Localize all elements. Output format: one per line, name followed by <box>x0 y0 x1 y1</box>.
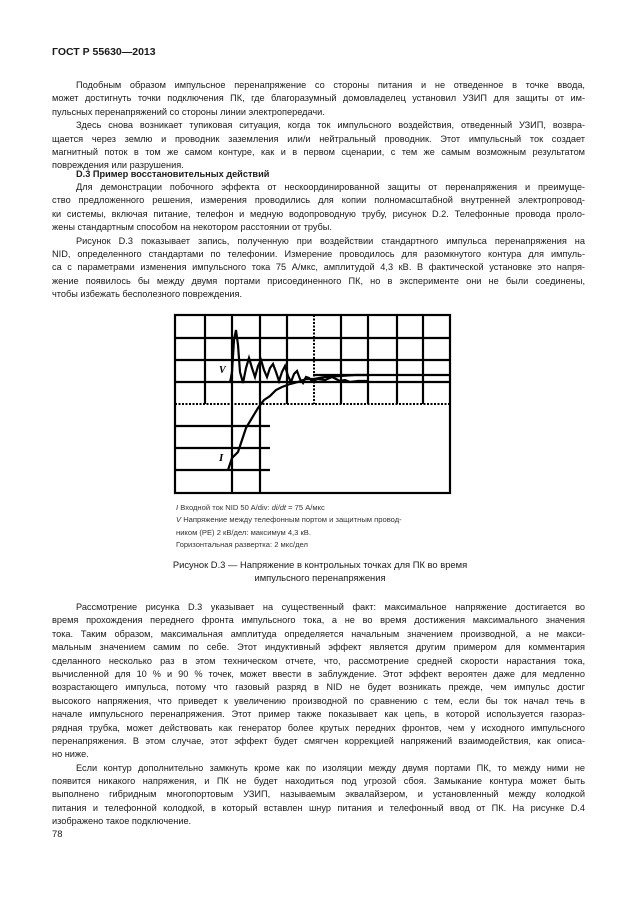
text-line: может достигнуть точки подключения ПК, г… <box>52 93 585 104</box>
text-line: са с параметрами изменения импульсного т… <box>52 262 585 273</box>
legend-line1-rest: = 75 А/мкс <box>286 503 325 512</box>
paragraph: Рассмотрение рисунка D.3 указывает на су… <box>52 601 585 762</box>
legend-didt: di/dt <box>271 503 287 512</box>
text-line: ки системы, включая питание, телефон и м… <box>52 208 585 219</box>
page-number: 78 <box>52 829 63 840</box>
text-line: чтобы избежать бесполезного повреждения. <box>52 289 243 300</box>
text-line: повреждения или разрушения. <box>52 160 184 171</box>
current-trace-label: I <box>218 452 224 464</box>
text-line: перенапряжения. В этом случае, этот эффе… <box>52 735 585 746</box>
caption-line2: импульсного перенапряжения <box>254 572 386 583</box>
text-line: Для демонстрации побочного эффекта от не… <box>76 182 585 192</box>
text-line: изображено такое подключение. <box>52 816 192 827</box>
text-line: щается через землю и проводник заземлени… <box>52 133 585 144</box>
caption-line1: Рисунок D.3 — Напряжение в контрольных т… <box>172 559 468 570</box>
text-line: высокого напряжения, что приведет к увел… <box>52 695 585 706</box>
text-line: рядная трубка, может действовать как ген… <box>52 722 585 733</box>
text-line: мальным значением самим по себе. Этот ин… <box>52 642 585 653</box>
paragraph: Для демонстрации побочного эффекта от не… <box>52 181 585 235</box>
legend-line1: Входной ток NID 50 A/div: <box>180 503 272 512</box>
paragraph: Подобным образом импульсное перенапряжен… <box>52 79 585 119</box>
text-line: но ниже. <box>52 749 89 760</box>
text-line: Подобным образом импульсное перенапряжен… <box>76 80 585 90</box>
paragraphs-bottom: Рассмотрение рисунка D.3 указывает на су… <box>52 601 585 829</box>
text-line: появится никакого напряжения, и ПК не бу… <box>52 776 585 787</box>
text-line: ство предложенного решения, измерения пр… <box>52 195 585 206</box>
figure-legend: I Входной ток NID 50 A/div: di/dt = 75 А… <box>176 502 402 552</box>
section-heading: D.3 Пример восстановительных действий <box>76 169 270 179</box>
text-line: сделанного несколько раз в этом техничес… <box>52 655 585 666</box>
text-line: Рассмотрение рисунка D.3 указывает на су… <box>76 602 585 612</box>
text-line: магнитный поток в том же самом контуре, … <box>52 146 585 157</box>
document-header: ГОСТ Р 55630—2013 <box>52 46 156 58</box>
figure-caption: Рисунок D.3 — Напряжение в контрольных т… <box>140 558 500 584</box>
legend-line2: Напряжение между телефонным портом и защ… <box>183 515 402 525</box>
legend-symbol-v: V <box>176 515 182 525</box>
paragraph: Рисунок D.3 показывает запись, полученну… <box>52 235 585 302</box>
paragraphs-mid: Для демонстрации побочного эффекта от не… <box>52 181 585 302</box>
legend-symbol-i: I <box>176 503 179 512</box>
text-line: жение появилось бы между двумя портами п… <box>52 275 585 286</box>
text-line: время прохождения переднего фронта импул… <box>52 615 585 626</box>
legend-line4: Горизонтальная развертка: 2 мкс/дел <box>176 540 308 550</box>
text-line: NID, определенного стандартами по телефо… <box>52 248 585 259</box>
oscilloscope-grid <box>173 313 452 495</box>
text-line: пульсных перенапряжений со стороны линии… <box>52 106 325 117</box>
text-line: начале импульсного перенапряжения. Этот … <box>52 709 585 720</box>
text-line: питания и телефонной колодкой, в который… <box>52 802 585 813</box>
text-line: выполнено гибридным многопортовым УЗИП, … <box>52 789 585 800</box>
center-axes <box>175 315 450 405</box>
paragraph: Если контур дополнительно замкнуть кроме… <box>52 762 585 829</box>
text-line: тока. Таким образом, максимальная амплит… <box>52 628 585 639</box>
current-trace <box>226 373 368 471</box>
legend-line3: ником (PE) 2 кВ/дел: максимум 4,3 кВ. <box>176 527 311 537</box>
voltage-trace-label: V <box>219 365 227 376</box>
text-line: жены стандартным способом на некотором р… <box>52 222 332 233</box>
text-line: Если контур дополнительно замкнуть кроме… <box>76 762 585 773</box>
paragraphs-top: Подобным образом импульсное перенапряжен… <box>52 79 585 173</box>
paragraph: Здесь снова возникает тупиковая ситуация… <box>52 119 585 173</box>
text-line: Здесь снова возникает тупиковая ситуация… <box>76 120 585 131</box>
text-line: Рисунок D.3 показывает запись, полученну… <box>76 235 585 246</box>
text-line: возрастающего импульса, потому что газов… <box>52 682 585 693</box>
voltage-trace <box>228 329 368 386</box>
text-line: вычисленной для 10 % и 90 % точек, может… <box>52 668 585 679</box>
